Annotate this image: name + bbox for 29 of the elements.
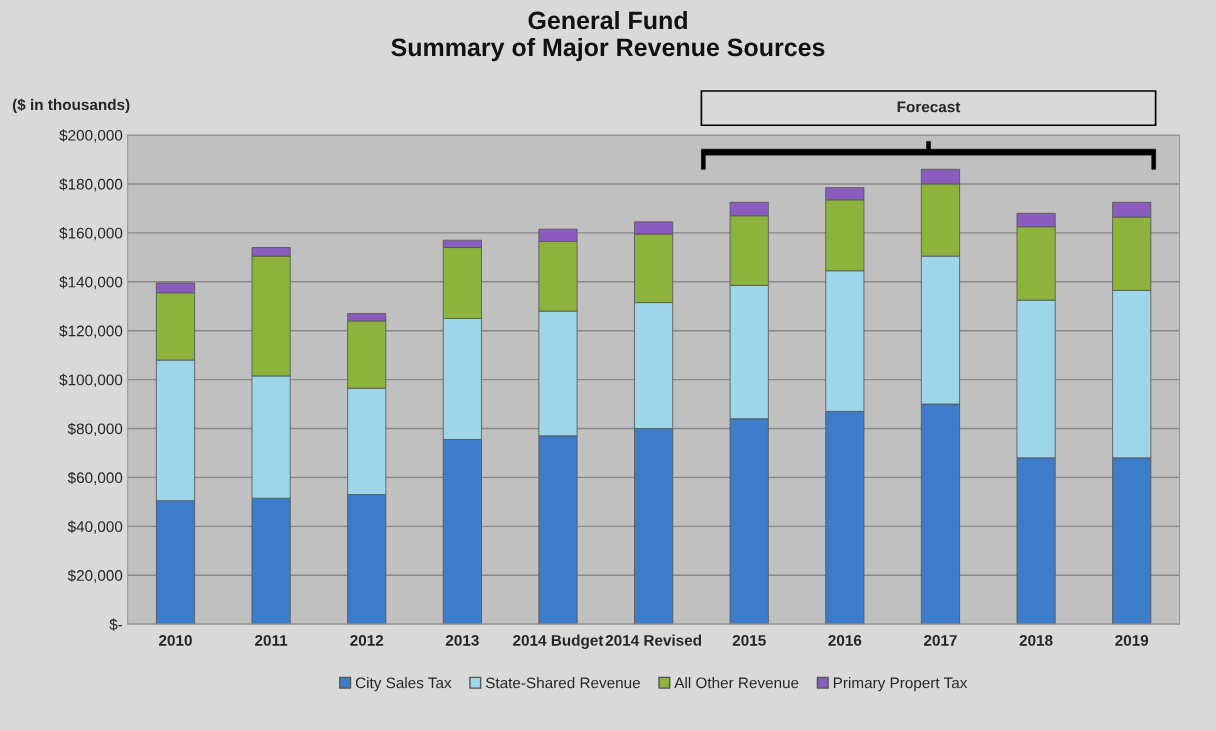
x-tick-label: 2013 <box>445 634 479 646</box>
x-tick-label: 2012 <box>350 634 384 646</box>
x-tick-label: 2018 <box>1019 634 1053 646</box>
x-tick-label: 2019 <box>1115 634 1149 646</box>
text: Forecast <box>897 101 961 113</box>
y-tick-label: $200,000 <box>59 129 123 143</box>
legend-label: Primary Propert Tax <box>833 677 968 692</box>
y-tick-label: $100,000 <box>59 373 123 388</box>
y-tick-label: $- <box>109 618 123 631</box>
legend-label: All Other Revenue <box>674 677 799 689</box>
x-tick-label: 2011 <box>255 634 288 646</box>
x-tick-label: 2016 <box>828 634 862 646</box>
y-tick-label: $20,000 <box>67 569 123 583</box>
x-tick-label: 2014 Budget <box>513 634 604 649</box>
x-tick-label: 2010 <box>159 634 192 646</box>
y-tick-label: $40,000 <box>67 520 123 534</box>
x-tick-label: 2017 <box>924 634 957 646</box>
y-tick-label: $160,000 <box>59 227 123 241</box>
y-tick-label: $140,000 <box>59 276 123 290</box>
y-tick-label: $80,000 <box>67 422 123 436</box>
legend-label: City Sales Tax <box>355 677 452 692</box>
x-tick-label: 2015 <box>732 634 766 646</box>
y-tick-label: $180,000 <box>59 178 123 192</box>
chart-title: General Fund Summary of Major Revenue Sources <box>391 10 825 62</box>
legend-label: State-Shared Revenue <box>485 677 640 689</box>
text: ($ in thousands) <box>12 98 130 114</box>
x-tick-label: 2014 Revised <box>605 634 702 646</box>
y-tick-label: $60,000 <box>67 471 123 485</box>
y-tick-label: $120,000 <box>59 324 123 339</box>
